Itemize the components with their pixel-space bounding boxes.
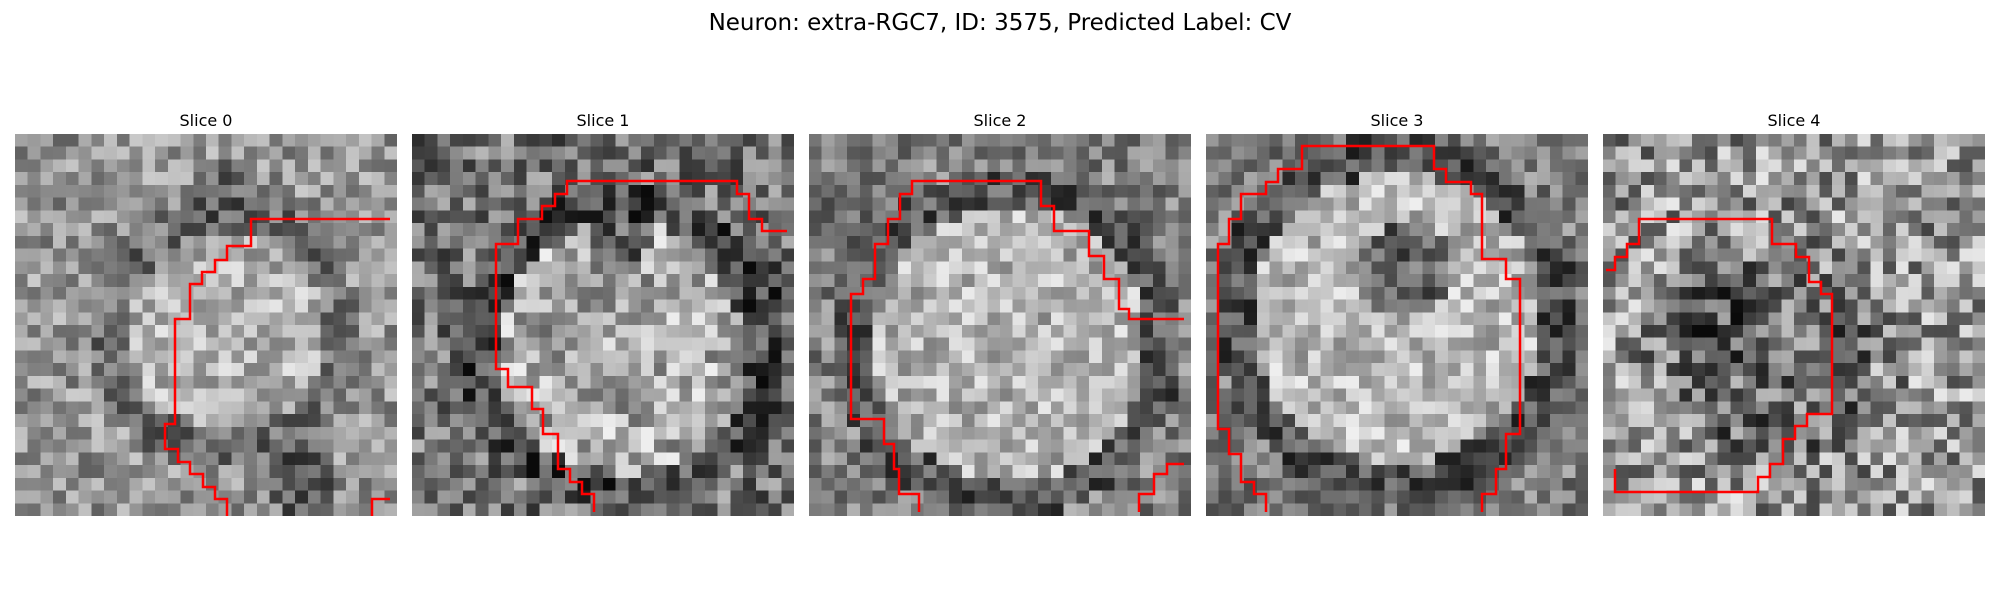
slice-image-4 <box>1603 134 1985 516</box>
slice-title-2: Slice 2 <box>809 108 1191 134</box>
figure-title: Neuron: extra-RGC7, ID: 3575, Predicted … <box>0 8 2000 38</box>
slice-panel-2: Slice 2 <box>809 108 1191 516</box>
slice-image-1 <box>412 134 794 516</box>
slice-panel-3: Slice 3 <box>1206 108 1588 516</box>
slice-panel-4: Slice 4 <box>1603 108 1985 516</box>
slice-panel-0: Slice 0 <box>15 108 397 516</box>
slice-image-2 <box>809 134 1191 516</box>
slice-image-0 <box>15 134 397 516</box>
slice-title-1: Slice 1 <box>412 108 794 134</box>
slice-title-4: Slice 4 <box>1603 108 1985 134</box>
slice-title-3: Slice 3 <box>1206 108 1588 134</box>
slice-title-0: Slice 0 <box>15 108 397 134</box>
slice-panel-1: Slice 1 <box>412 108 794 516</box>
slice-image-3 <box>1206 134 1588 516</box>
